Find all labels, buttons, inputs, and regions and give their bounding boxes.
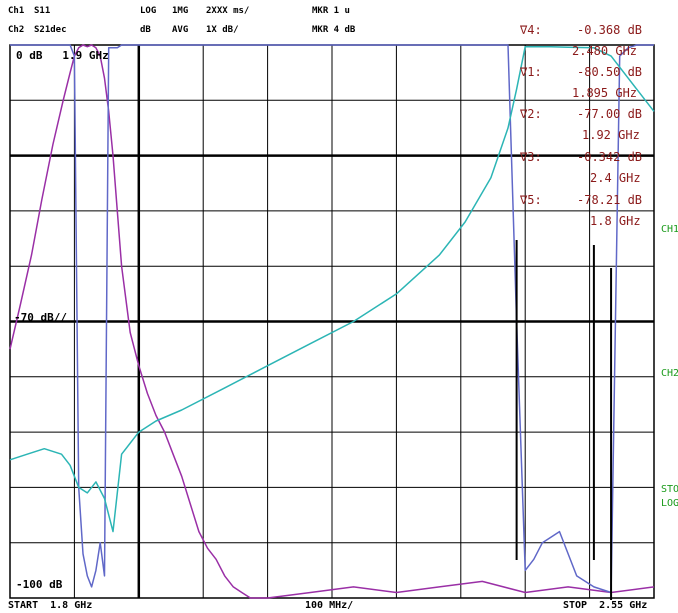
sweep-time-label: 2XXX ms/ bbox=[206, 6, 250, 16]
right-label-stop: STOP bbox=[661, 484, 678, 495]
marker1-name: ∇1: bbox=[520, 65, 542, 79]
ifbw-label: 1MG bbox=[172, 6, 189, 16]
marker5-freq: 1.8 GHz bbox=[590, 214, 641, 228]
marker3-freq: 2.4 GHz bbox=[590, 171, 641, 185]
marker2-value: -77.00 dB bbox=[577, 107, 643, 121]
trace-series-3 bbox=[9, 45, 655, 533]
stop-frequency: STOP 2.55 GHz bbox=[563, 600, 648, 611]
reference-mid-label: -70 dB// bbox=[14, 311, 67, 324]
channel2-label: Ch2 bbox=[8, 25, 25, 35]
marker2-freq: 1.92 GHz bbox=[582, 128, 640, 142]
marker2-name: ∇2: bbox=[520, 107, 542, 121]
reference-bottom-label: -100 dB bbox=[16, 578, 63, 591]
channel1-parameter: S11 bbox=[34, 6, 51, 16]
average-label: AVG bbox=[172, 25, 189, 35]
reference-top-label: 0 dB 1.9 GHz bbox=[16, 49, 109, 62]
marker-lines bbox=[515, 240, 613, 600]
marker5-name: ∇5: bbox=[520, 193, 542, 207]
marker5-value: -78.21 dB bbox=[577, 193, 643, 207]
marker1-freq: 1.895 GHz bbox=[572, 86, 638, 100]
marker4-value: -0.368 dB bbox=[577, 23, 643, 37]
channel2-parameter: S21dec bbox=[34, 25, 67, 35]
right-label-log: LOG bbox=[661, 498, 678, 509]
trace-series-2 bbox=[10, 44, 654, 594]
unit-label: dB bbox=[140, 25, 151, 35]
format-label: LOG bbox=[140, 6, 157, 16]
marker3-name: ∇3: bbox=[520, 150, 542, 164]
marker1-value: -80.50 dB bbox=[577, 65, 643, 79]
span-per-division: 100 MHz/ bbox=[305, 600, 354, 611]
trace-series-1 bbox=[9, 44, 655, 599]
right-label-ch1: CH1 bbox=[661, 224, 678, 235]
marker4-freq: 2.480 GHz bbox=[572, 44, 638, 58]
marker-header-1: MKR 1 u bbox=[312, 6, 350, 16]
start-frequency: START 1.8 GHz bbox=[8, 600, 93, 611]
channel1-label: Ch1 bbox=[8, 6, 25, 16]
marker3-value: -0.342 dB bbox=[577, 150, 643, 164]
marker4-name: ∇4: bbox=[520, 23, 542, 37]
traces bbox=[9, 44, 655, 599]
marker-header-2: MKR 4 dB bbox=[312, 25, 356, 35]
scale-label: 1X dB/ bbox=[206, 25, 239, 35]
right-label-ch2: CH2 bbox=[661, 368, 678, 379]
